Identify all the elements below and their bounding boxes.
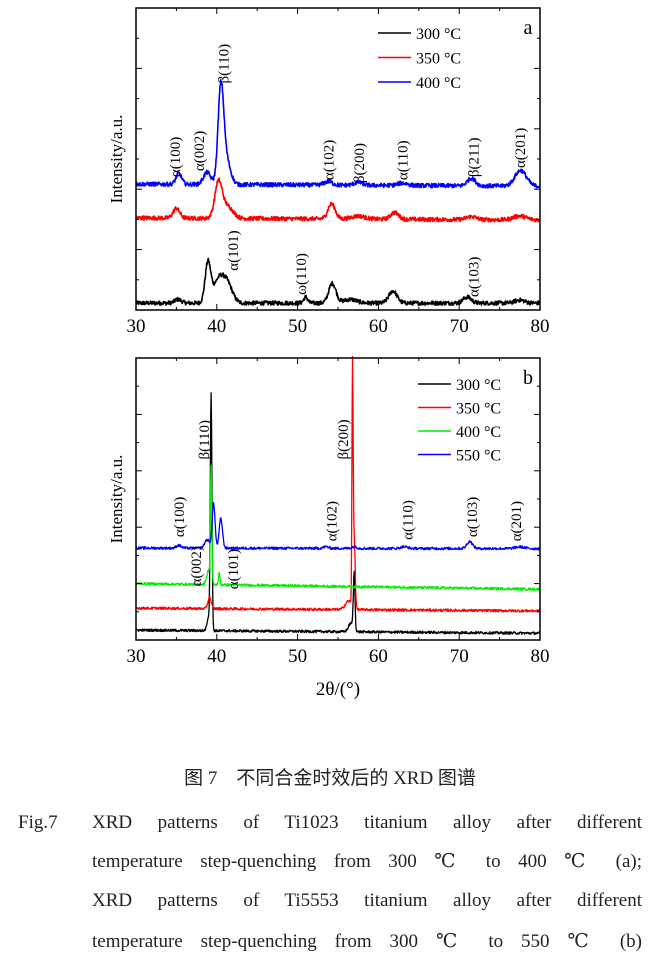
x-axis-label: 2θ/(°) <box>316 679 360 700</box>
peak-annotation: α(103) <box>467 257 483 297</box>
series-line-350 <box>135 177 541 223</box>
peak-annotation: α(110) <box>400 500 416 540</box>
peak-annotation: α(201) <box>513 128 529 168</box>
peak-annotation: β(200) <box>352 143 368 183</box>
peak-annotation: α(101) <box>226 549 242 589</box>
caption-line: XRD patterns of Ti1023 titanium alloy af… <box>92 812 642 834</box>
peak-annotation: α(002) <box>192 131 208 171</box>
series-line-400 <box>135 464 541 592</box>
peak-annotation: β(211) <box>467 138 483 178</box>
legend-label: 400 °C <box>456 424 501 441</box>
peak-annotation: β(200) <box>336 419 352 459</box>
legend-label: 400 °C <box>416 75 461 92</box>
x-tick-label: 60 <box>369 316 388 337</box>
legend-label: 300 °C <box>456 377 501 394</box>
x-tick-label: 70 <box>450 646 469 667</box>
caption-chinese: 图 7 不同合金时效后的 XRD 图谱 <box>184 768 476 789</box>
series-line-400 <box>135 79 541 189</box>
legend-label: 550 °C <box>456 448 501 465</box>
peak-annotation: α(201) <box>509 501 525 541</box>
caption-line: temperature step-quenching from 300 ℃ to… <box>92 930 642 953</box>
caption-line-text: temperature step-quenching from 300 ℃ to… <box>92 931 642 952</box>
chart-panel-a: 30 40 50 60 70 80 Intensity/a.u. a 300 °C 350 °C 4… <box>107 7 550 337</box>
legend-label: 350 °C <box>456 401 501 418</box>
series-line-300 <box>135 392 541 636</box>
legend-label: 300 °C <box>416 26 461 43</box>
x-tick-label: 40 <box>207 316 226 337</box>
peak-annotation: α(110) <box>396 140 412 180</box>
peak-annotation: α(101) <box>226 230 242 270</box>
x-tick-label: 40 <box>207 646 226 667</box>
caption-line-text: XRD patterns of Ti5553 titanium alloy af… <box>92 890 642 911</box>
peak-annotation: α(002) <box>189 546 205 586</box>
y-axis-label: Intensity/a.u. <box>107 455 126 544</box>
peak-annotation: β(110) <box>197 420 213 460</box>
caption-line: XRD patterns of Ti5553 titanium alloy af… <box>92 890 642 912</box>
legend-label: 350 °C <box>416 51 461 68</box>
x-tick-label: 60 <box>369 646 388 667</box>
x-tick-label: 80 <box>531 646 550 667</box>
panel-label: b <box>523 367 533 389</box>
x-tick-label: 50 <box>288 646 307 667</box>
series-line-550 <box>135 501 541 551</box>
caption-fig-label: Fig.7 <box>18 812 58 833</box>
y-axis-label: Intensity/a.u. <box>107 115 126 204</box>
peak-annotation: α(102) <box>321 140 337 180</box>
peak-annotation: α(102) <box>325 501 341 541</box>
caption-line-text: temperature step-quenching from 300 ℃ to… <box>92 851 642 872</box>
series-line-300 <box>135 257 541 306</box>
x-tick-label: 50 <box>288 316 307 337</box>
x-tick-label: 30 <box>127 646 146 667</box>
x-tick-label: 70 <box>450 316 469 337</box>
peak-annotation: α(100) <box>172 497 188 537</box>
x-tick-label: 80 <box>531 316 550 337</box>
caption-line-text: XRD patterns of Ti1023 titanium alloy af… <box>92 812 642 833</box>
peak-annotation: α(100) <box>168 137 184 177</box>
chart-panel-b: 30 40 50 60 70 80 Intensity/a.u. 2θ/(°) b 300 °C 3… <box>107 355 550 700</box>
panel-label: a <box>524 17 533 39</box>
series-line-350 <box>135 355 541 613</box>
peak-annotation: ω(110) <box>294 253 310 295</box>
caption-line: temperature step-quenching from 300 ℃ to… <box>92 850 642 873</box>
x-tick-label: 30 <box>127 316 146 337</box>
peak-annotation: β(110) <box>216 44 232 84</box>
peak-annotation: α(103) <box>465 497 481 537</box>
